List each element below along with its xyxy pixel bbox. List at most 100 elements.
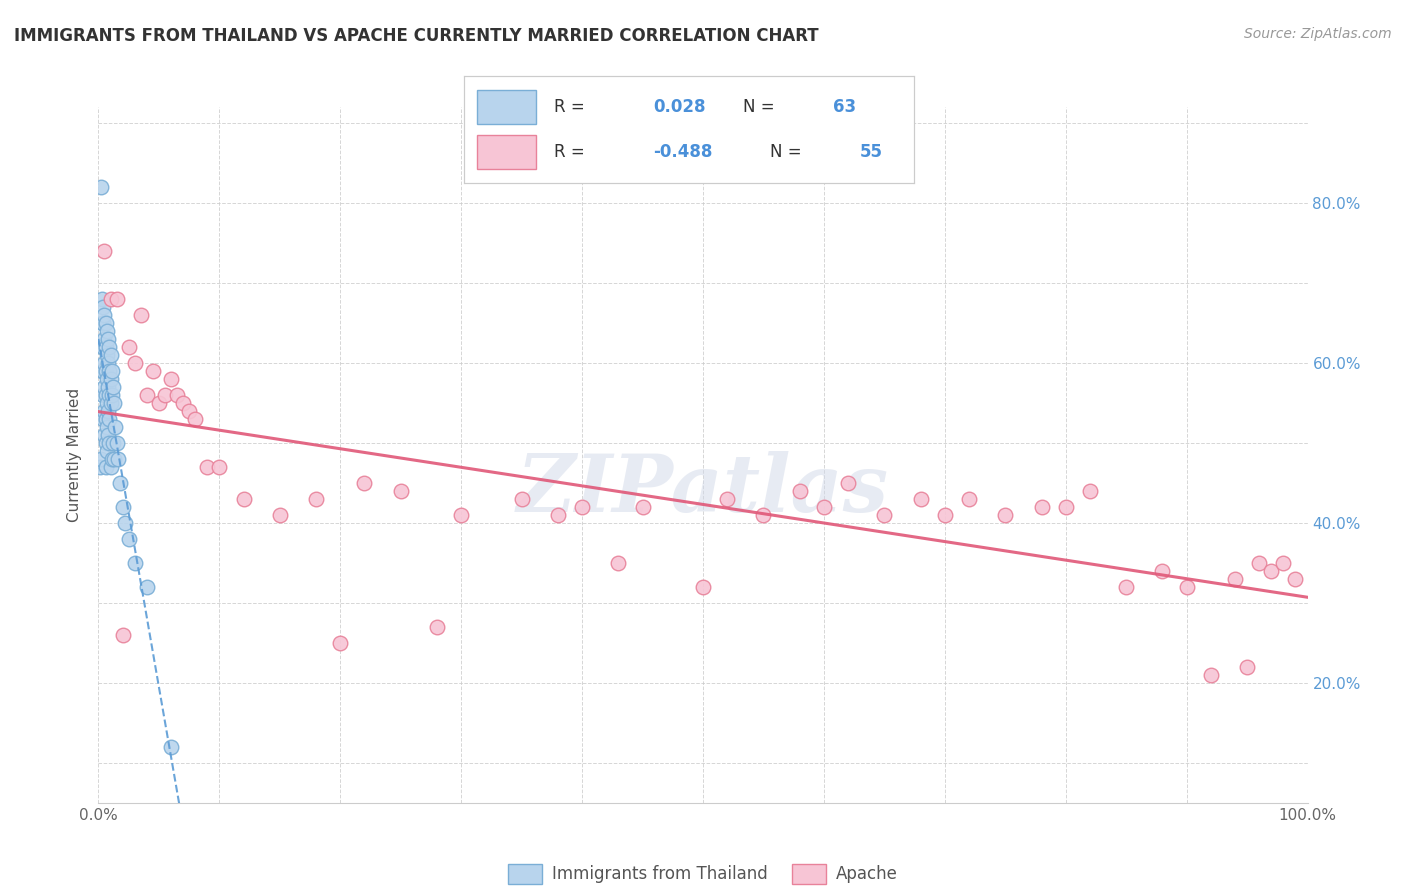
Point [1152,564,1174,578]
Point [98,436,121,450]
Point [98,388,121,402]
Point [94,459,117,474]
Point [389,483,412,498]
FancyBboxPatch shape [478,90,536,124]
Point [329,636,352,650]
Point [100,388,122,402]
Point [91,412,114,426]
Point [101,380,124,394]
Point [91,316,114,330]
Point [547,508,569,522]
Point [96,324,118,338]
Point [148,396,170,410]
Point [94,388,117,402]
Point [94,340,117,354]
Point [93,356,115,370]
Point [96,444,118,458]
Point [93,332,115,346]
Point [232,491,254,506]
Point [91,364,114,378]
Point [752,508,775,522]
Point [93,380,115,394]
Text: -0.488: -0.488 [652,143,713,161]
Point [269,508,291,522]
Point [97,428,120,442]
Point [179,404,201,418]
Point [160,372,183,386]
Point [90,180,112,194]
Point [93,244,115,258]
Point [1115,580,1137,594]
Point [91,340,114,354]
Point [94,436,117,450]
Point [108,475,131,490]
Point [94,316,117,330]
Point [910,491,932,506]
Point [97,332,120,346]
Point [631,500,654,514]
Point [104,420,127,434]
Point [91,316,114,330]
Text: R =: R = [554,98,591,116]
Point [184,412,207,426]
Point [172,396,194,410]
Point [994,508,1017,522]
Point [100,459,122,474]
Point [160,739,183,754]
Point [873,508,896,522]
Point [90,451,112,466]
Text: 0.028: 0.028 [652,98,706,116]
Point [91,388,114,402]
Point [1272,556,1295,570]
Point [114,516,136,530]
Point [93,428,115,442]
Point [957,491,980,506]
Point [91,300,114,314]
Point [1078,483,1101,498]
Point [96,348,118,362]
Point [1175,580,1198,594]
Point [571,500,593,514]
Point [789,483,811,498]
Point [105,292,128,306]
Point [91,364,114,378]
Point [118,340,141,354]
Text: Source: ZipAtlas.com: Source: ZipAtlas.com [1244,27,1392,41]
Point [97,380,120,394]
Point [97,404,120,418]
Point [96,420,118,434]
Point [1284,572,1306,586]
Text: 63: 63 [832,98,856,116]
Point [166,388,188,402]
Point [94,412,117,426]
Text: N =: N = [742,98,780,116]
Point [195,459,218,474]
Point [103,451,125,466]
Text: 55: 55 [860,143,883,161]
Point [101,436,124,450]
Point [96,396,118,410]
Point [716,491,738,506]
Point [1031,500,1053,514]
Point [97,356,120,370]
Point [135,580,157,594]
Point [89,459,111,474]
Point [100,364,122,378]
Point [96,372,118,386]
Point [208,459,231,474]
Point [1199,668,1222,682]
Point [1236,660,1258,674]
Point [129,308,152,322]
Point [91,340,114,354]
FancyBboxPatch shape [478,135,536,169]
Point [100,451,122,466]
Point [510,491,533,506]
Point [100,372,122,386]
Text: ZIPatlas: ZIPatlas [517,451,889,528]
Text: IMMIGRANTS FROM THAILAND VS APACHE CURRENTLY MARRIED CORRELATION CHART: IMMIGRANTS FROM THAILAND VS APACHE CURRE… [14,27,818,45]
Point [98,412,121,426]
Point [450,508,472,522]
Point [837,475,859,490]
Point [124,556,146,570]
Text: R =: R = [554,143,591,161]
